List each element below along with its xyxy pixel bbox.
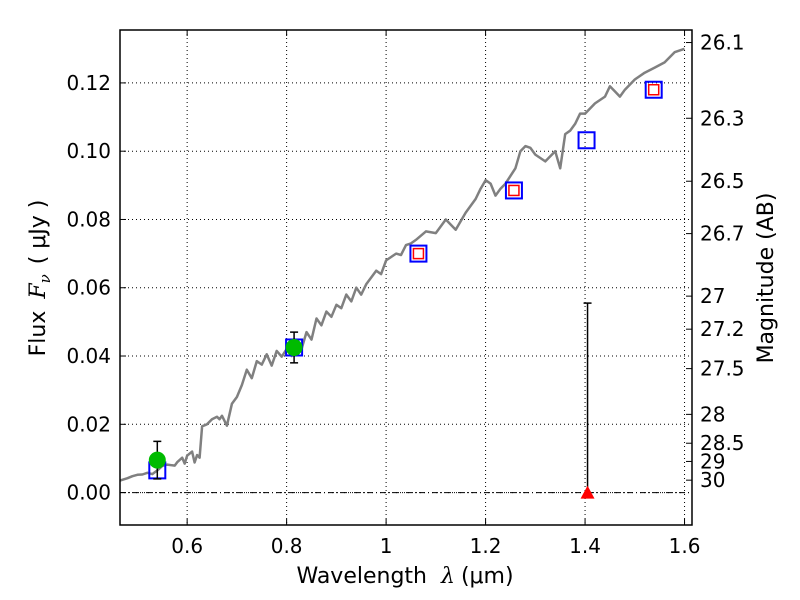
detection-point <box>285 338 303 356</box>
y-tick-label: 0.08 <box>66 207 111 231</box>
mag-tick-label: 27.5 <box>700 357 745 381</box>
model-point-square <box>577 131 596 150</box>
y-tick-label: 0.00 <box>66 481 111 505</box>
y-tick-label: 0.04 <box>66 344 111 368</box>
mag-tick-label: 27 <box>700 284 725 308</box>
mag-tick-label: 28.5 <box>700 431 745 455</box>
upper-limit-triangle <box>580 485 595 499</box>
mag-tick-label: 28 <box>700 402 725 426</box>
y-tick-label: 0.06 <box>66 276 111 300</box>
y-tick-label: 0.12 <box>66 71 111 95</box>
x-tick-label: 1 <box>380 534 393 558</box>
plot-frame <box>119 29 693 526</box>
observed-point-square <box>412 247 425 260</box>
model-point-square <box>504 181 523 200</box>
mag-tick-label: 26.1 <box>700 31 745 55</box>
observed-point-square <box>647 83 660 96</box>
mag-tick-label: 29 <box>700 449 725 473</box>
plot-area <box>120 47 692 499</box>
mag-tick-label: 30 <box>700 468 725 492</box>
x-tick-label: 0.8 <box>271 534 303 558</box>
y-tick-label: 0.10 <box>66 139 111 163</box>
y-axis-label: FluxFν( μJy ) <box>26 200 54 357</box>
x-tick-label: 0.6 <box>171 534 203 558</box>
observed-point-square <box>508 184 520 197</box>
x-axis: 0.6 0.8 1 1.2 1.4 1.6 <box>171 30 700 558</box>
y2-axis-label: Magnitude (AB) <box>754 193 779 364</box>
model-point-square <box>644 80 663 99</box>
x-tick-label: 1.2 <box>470 534 502 558</box>
x-tick-label: 1.6 <box>669 534 701 558</box>
x-axis-label: Wavelength λ (μm) <box>296 564 513 589</box>
mag-tick-label: 26.3 <box>700 106 745 130</box>
mag-tick-label: 27.2 <box>700 317 745 341</box>
y-axis-left: 0.00 0.02 0.04 0.06 0.08 0.10 0.12 <box>66 71 126 505</box>
mag-tick-label: 26.5 <box>700 169 745 193</box>
model-point-square <box>409 244 428 263</box>
detection-point <box>148 451 166 469</box>
sed-model-line <box>120 47 685 482</box>
y-tick-label: 0.02 <box>66 412 111 436</box>
data-markers <box>148 80 663 499</box>
mag-tick-label: 26.7 <box>700 222 745 246</box>
x-tick-label: 1.4 <box>569 534 601 558</box>
grid-lines <box>120 30 692 525</box>
